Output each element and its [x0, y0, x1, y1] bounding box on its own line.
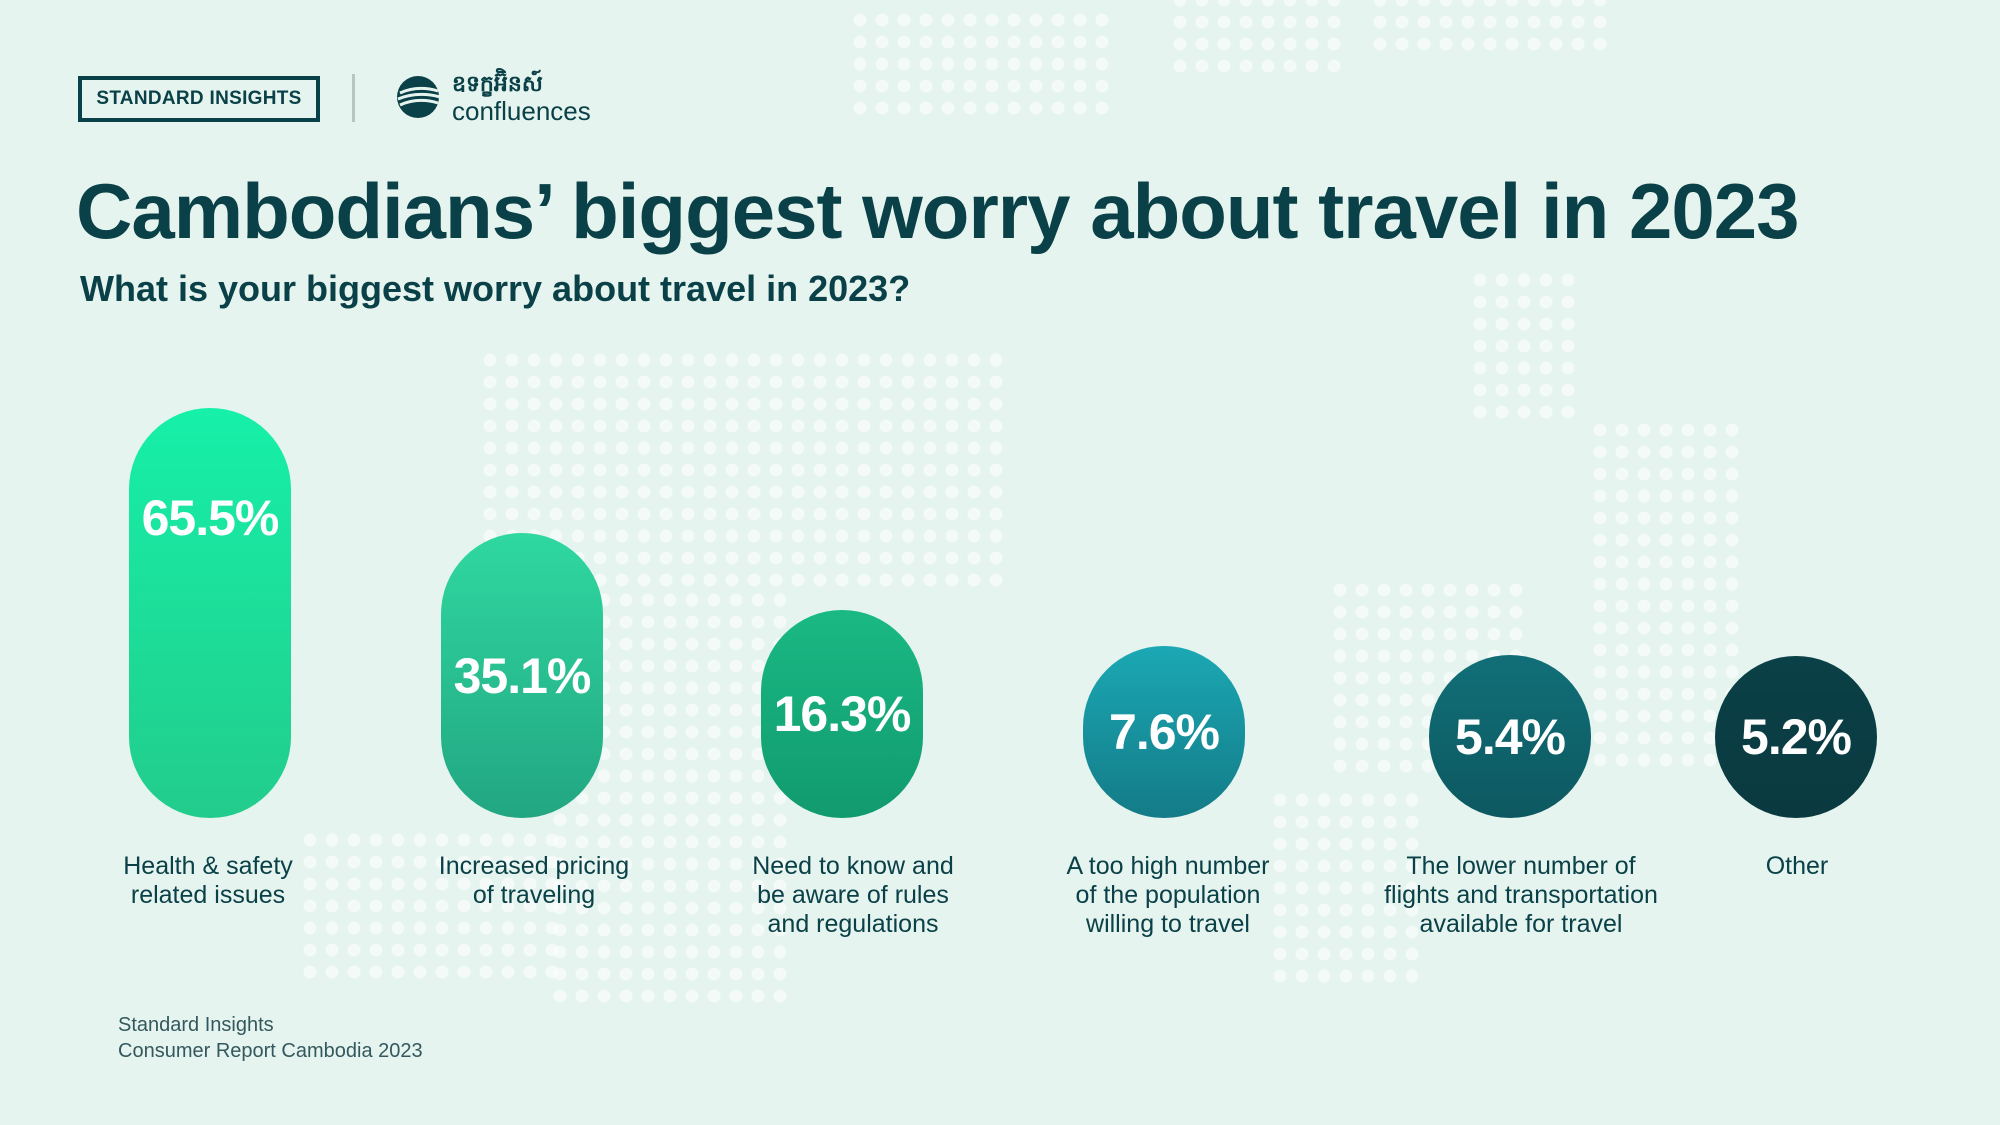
- category-label: The lower number of flights and transport…: [1384, 852, 1658, 939]
- category-label-line: and regulations: [767, 910, 939, 938]
- bar-value-label: 7.6%: [1109, 704, 1220, 761]
- category-label-line: flights and transportation: [1384, 881, 1658, 909]
- standard-insights-logo: STANDARD INSIGHTS: [78, 76, 320, 122]
- category-label: Health & safety related issues: [123, 852, 293, 910]
- logo-divider: [352, 74, 355, 122]
- bar: 5.2%: [1715, 656, 1877, 818]
- footer-source-line2: Consumer Report Cambodia 2023: [118, 1040, 423, 1062]
- chart-title: Cambodians’ biggest worry about travel i…: [76, 167, 1799, 255]
- category-label-line: Other: [1765, 852, 1829, 880]
- category-label: Need to know and be aware of rules and reg…: [752, 852, 954, 939]
- category-label-line: The lower number of: [1406, 852, 1636, 880]
- bar: 5.4%: [1429, 655, 1591, 818]
- badge-text: STANDARD INSIGHTS: [96, 88, 302, 109]
- category-label-line: of traveling: [472, 881, 596, 909]
- bar: 65.5%: [129, 408, 291, 818]
- bar: 7.6%: [1083, 646, 1245, 818]
- category-label: A too high number of the population willin…: [1067, 852, 1270, 939]
- category-label-line: related issues: [130, 881, 286, 909]
- chart-subtitle: What is your biggest worry about travel …: [80, 268, 911, 309]
- category-label-line: Increased pricing: [438, 852, 630, 880]
- bar-value-label: 65.5%: [141, 490, 280, 546]
- partner-name: confluences: [452, 96, 591, 126]
- category-label-line: A too high number: [1066, 852, 1270, 880]
- category-label-line: willing to travel: [1086, 910, 1250, 938]
- bar: 16.3%: [761, 610, 923, 818]
- category-label-line: Health & safety: [123, 852, 293, 880]
- category-label-line: be aware of rules: [757, 881, 949, 909]
- category-label-line: Need to know and: [752, 852, 954, 880]
- partner-name-khmer: ឧទក្ខអ៊ិនស៍: [452, 71, 543, 96]
- bar-value-label: 35.1%: [453, 647, 592, 704]
- category-label-line: available for travel: [1419, 910, 1623, 938]
- category-label: Other: [1766, 852, 1829, 881]
- bar-value-label: 5.2%: [1741, 709, 1852, 765]
- confluences-logo-icon: [397, 76, 441, 118]
- category-label: Increased pricing of traveling: [439, 852, 629, 910]
- bar: 35.1%: [441, 533, 603, 818]
- category-label-line: of the population: [1075, 881, 1261, 909]
- bar-value-label: 16.3%: [773, 686, 912, 743]
- bar-value-label: 5.4%: [1455, 708, 1566, 765]
- footer-source-line1: Standard Insights: [118, 1014, 274, 1036]
